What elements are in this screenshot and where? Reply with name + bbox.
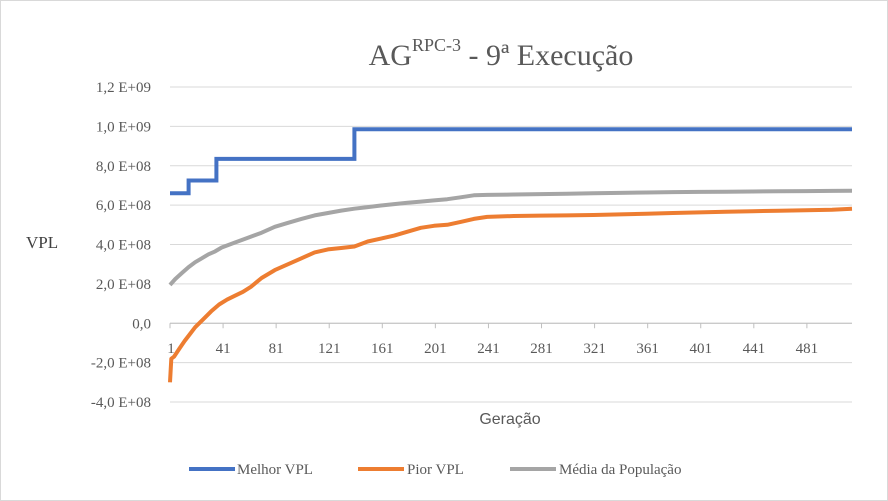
y-tick-label: 8,0 E+08 [96,159,151,175]
x-tick-label: 321 [583,341,606,357]
chart-title: AGRPC-3 - 9ª Execução [369,35,634,72]
x-tick-label: 1 [167,341,175,357]
x-tick-label: 361 [636,341,659,357]
series-lines [168,127,853,383]
legend: Melhor VPL Pior VPL Média da População [189,462,681,478]
x-tick-label: 441 [743,341,766,357]
x-tick-label: 401 [689,341,712,357]
y-tick-label: 0,0 [132,316,151,332]
y-tick-label: -2,0 E+08 [91,356,151,372]
y-tick-label: 2,0 E+08 [96,277,151,293]
legend-label-1: Pior VPL [407,462,464,478]
x-tick-label: 241 [477,341,500,357]
x-tick-label: 201 [424,341,447,357]
legend-label-0: Melhor VPL [237,462,313,478]
chart-title-rest: - 9ª Execução [461,39,633,72]
y-tick-label: -4,0 E+08 [91,395,151,411]
legend-label-2: Média da População [559,462,681,478]
series-line-1 [168,206,853,383]
x-tick-label: 41 [216,341,231,357]
y-axis-ticks: 1,2 E+09 1,0 E+09 8,0 E+08 6,0 E+08 4,0 E+08… [91,80,151,411]
y-tick-label: 4,0 E+08 [96,238,151,254]
x-axis-ticks: 1 41 81 121 161 201 241 281 321 361 401 441 481 [167,322,852,357]
x-tick-label: 161 [371,341,394,357]
x-tick-label: 481 [796,341,819,357]
chart-title-superscript: RPC-3 [412,35,461,55]
series-line-0 [170,127,852,196]
x-tick-label: 281 [530,341,553,357]
y-axis-label: VPL [26,233,58,252]
y-tick-label: 1,2 E+09 [96,80,151,96]
x-axis-label: Geração [479,411,540,428]
x-tick-label: 81 [269,341,284,357]
chart-title-main: AG [369,39,412,72]
y-tick-label: 6,0 E+08 [96,198,151,214]
y-tick-label: 1,0 E+09 [96,119,151,135]
x-tick-label: 121 [318,341,341,357]
series-line-2 [168,188,853,287]
